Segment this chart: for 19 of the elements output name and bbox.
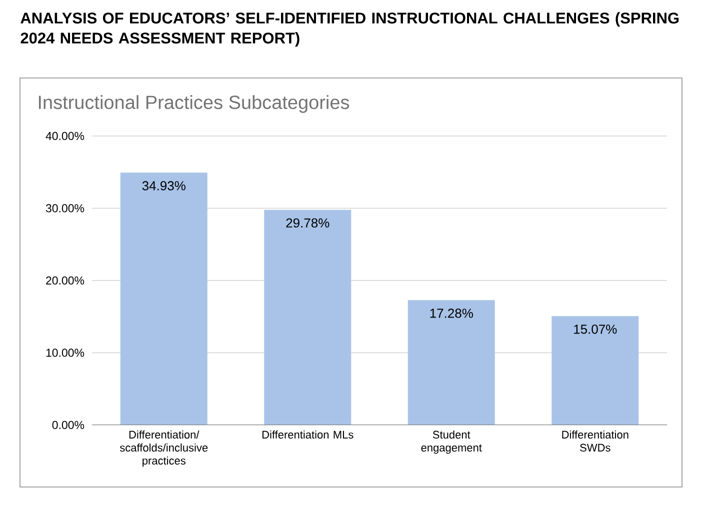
data-label: 17.28%	[430, 308, 473, 318]
y-tick-label: 10.00%	[46, 348, 84, 357]
bar	[120, 172, 208, 425]
bar	[552, 316, 639, 425]
chart-title: ANALYSIS OF EDUCATORS’ SELF-IDENTIFIED INSTRUCTIONAL CHALLENGES (SPRING 2024 NEEDS ASSESSMENT REPORT)	[20, 12, 679, 47]
x-tick-label: Differentiation SWDs	[562, 430, 628, 452]
y-tick-label: 20.00%	[46, 276, 84, 285]
data-label: 29.78%	[286, 218, 330, 228]
x-tick-label: Differentiation/ scaffolds/inclusive practices	[120, 430, 208, 467]
data-label: 15.07%	[574, 324, 617, 334]
y-tick-label: 30.00%	[46, 204, 84, 212]
data-label: 34.93%	[142, 181, 186, 190]
bar	[264, 210, 352, 425]
x-tick-label: Student engagement	[421, 430, 482, 454]
chart-subtitle: Instructional Practices Subcategories	[38, 95, 350, 113]
bar	[408, 300, 495, 425]
y-tick-label: 40.00%	[46, 132, 84, 140]
y-tick-label: 0.00%	[52, 420, 84, 430]
x-tick-label: Differentiation MLs	[262, 430, 354, 439]
